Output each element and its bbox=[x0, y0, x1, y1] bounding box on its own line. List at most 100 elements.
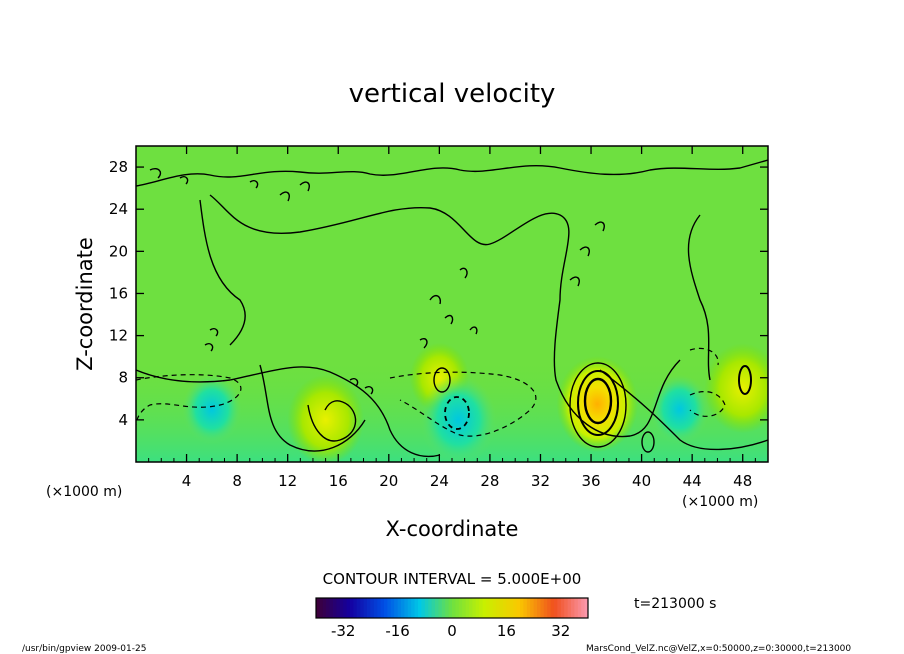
chart-title: vertical velocity bbox=[349, 79, 556, 109]
colorbar-cell bbox=[339, 598, 344, 618]
colorbar-cell bbox=[336, 598, 341, 618]
colorbar-cell bbox=[469, 598, 473, 618]
colorbar-cell bbox=[526, 598, 531, 618]
colorbar-cell bbox=[346, 598, 351, 618]
colorbar-cell bbox=[465, 598, 470, 618]
colorbar-cell bbox=[360, 598, 365, 618]
y-tick-label-2: 12 bbox=[109, 327, 128, 345]
colorbar-cell bbox=[577, 598, 582, 618]
x-tick-label-8: 36 bbox=[581, 472, 600, 490]
x-tick-label-9: 40 bbox=[632, 472, 651, 490]
colorbar-cell bbox=[414, 598, 419, 618]
colorbar-cell bbox=[455, 598, 460, 618]
plot-area bbox=[136, 146, 768, 462]
colorbar-cell bbox=[513, 598, 518, 618]
colorbar-tick-label-1: -16 bbox=[385, 622, 410, 640]
negative-contours bbox=[136, 347, 726, 437]
colorbar-cell bbox=[431, 598, 436, 618]
colorbar-cell bbox=[537, 598, 541, 618]
colorbar-cell bbox=[418, 598, 422, 618]
colorbar-cell bbox=[428, 598, 433, 618]
colorbar-cell bbox=[367, 598, 371, 618]
colorbar-cell bbox=[407, 598, 412, 618]
y-tick-label-0: 4 bbox=[118, 411, 128, 429]
colorbar-cell bbox=[462, 598, 467, 618]
y-tick-label-3: 16 bbox=[109, 284, 128, 302]
x-tick-label-4: 20 bbox=[379, 472, 398, 490]
colorbar-cell bbox=[496, 598, 501, 618]
contour-interval-label: CONTOUR INTERVAL = 5.000E+00 bbox=[323, 570, 582, 588]
colorbar-cell bbox=[543, 598, 548, 618]
colorbar-cell bbox=[499, 598, 504, 618]
colorbar-cell bbox=[319, 598, 324, 618]
y-tick-label-5: 24 bbox=[109, 200, 128, 218]
x-axis-unit-left: (×1000 m) bbox=[46, 484, 122, 500]
colorbar-tick-label-3: 16 bbox=[497, 622, 516, 640]
colorbar-cell bbox=[401, 598, 405, 618]
x-tick-label-5: 24 bbox=[430, 472, 449, 490]
x-tick-label-0: 4 bbox=[182, 472, 192, 490]
colorbar-cell bbox=[571, 598, 575, 618]
colorbar-cell bbox=[486, 598, 490, 618]
contour-lines bbox=[136, 159, 768, 458]
colorbar-cell bbox=[329, 598, 334, 618]
colorbar-cell bbox=[523, 598, 528, 618]
colorbar-cell bbox=[472, 598, 477, 618]
colorbar-cell bbox=[452, 598, 456, 618]
x-tick-label-11: 48 bbox=[733, 472, 752, 490]
colorbar-cell bbox=[530, 598, 535, 618]
field-feature-5 bbox=[182, 374, 242, 445]
x-axis-label: X-coordinate bbox=[386, 517, 519, 541]
colorbar-cell bbox=[384, 598, 388, 618]
colorbar-cell bbox=[489, 598, 494, 618]
colorbar-cell bbox=[492, 598, 497, 618]
colorbar-cell bbox=[373, 598, 378, 618]
colorbar-cell bbox=[435, 598, 439, 618]
colorbar-frame bbox=[315, 597, 589, 619]
colorbar-cell bbox=[387, 598, 392, 618]
colorbar-cell bbox=[356, 598, 361, 618]
colorbar-cell bbox=[506, 598, 511, 618]
colorbar-cell bbox=[326, 598, 331, 618]
colorbar-cell bbox=[380, 598, 385, 618]
y-tick-label-4: 20 bbox=[109, 242, 128, 260]
colorbar-cell bbox=[404, 598, 409, 618]
colorbar-cell bbox=[343, 598, 348, 618]
field-feature-4 bbox=[420, 374, 497, 462]
colorbar-cell bbox=[458, 598, 463, 618]
time-label: t=213000 s bbox=[634, 596, 716, 612]
colorbar-tick-label-2: 0 bbox=[447, 622, 457, 640]
y-tick-label-6: 28 bbox=[109, 158, 128, 176]
colorbar-cell bbox=[322, 598, 327, 618]
colorbar-cell bbox=[397, 598, 402, 618]
colorbar-cell bbox=[350, 598, 354, 618]
x-tick-label-6: 28 bbox=[480, 472, 499, 490]
colorbar-cell bbox=[316, 598, 320, 618]
colorbar-cell bbox=[445, 598, 450, 618]
colorbar-cell bbox=[370, 598, 375, 618]
colorbar-cell bbox=[540, 598, 545, 618]
colorbar-cell bbox=[547, 598, 552, 618]
colorbar-tick-label-4: 32 bbox=[551, 622, 570, 640]
colorbar-cell bbox=[424, 598, 429, 618]
x-tick-label-7: 32 bbox=[531, 472, 550, 490]
colorbar-cell bbox=[377, 598, 382, 618]
y-tick-label-1: 8 bbox=[118, 369, 128, 387]
colorbar-cell bbox=[475, 598, 480, 618]
colorbar-cell bbox=[333, 598, 337, 618]
x-tick-label-2: 12 bbox=[278, 472, 297, 490]
x-axis-unit-right: (×1000 m) bbox=[682, 494, 758, 510]
colorbar-cell bbox=[353, 598, 358, 618]
field-feature-6 bbox=[649, 374, 710, 445]
colorbar: -32 -16 0 16 32 bbox=[315, 597, 589, 640]
colorbar-cell bbox=[574, 598, 579, 618]
colorbar-cell bbox=[390, 598, 395, 618]
colorbar-cell bbox=[448, 598, 453, 618]
footer-left: /usr/bin/gpview 2009-01-25 bbox=[22, 644, 146, 654]
colorbar-cell bbox=[509, 598, 514, 618]
field-feature-0 bbox=[556, 356, 639, 453]
colorbar-cell bbox=[567, 598, 572, 618]
